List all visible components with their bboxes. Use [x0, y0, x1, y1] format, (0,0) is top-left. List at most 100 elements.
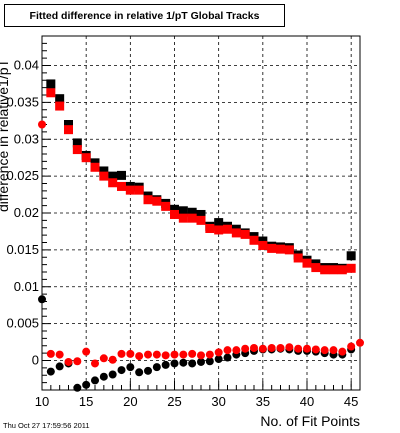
data-point-square-1 — [267, 243, 277, 253]
x-axis-label: No. of Fit Points — [260, 413, 360, 429]
data-point-circle-2 — [108, 370, 117, 379]
data-point-square-1 — [108, 178, 118, 188]
data-point-circle-2 — [46, 367, 55, 376]
data-point-circle-3 — [117, 349, 126, 358]
y-axis-label-container: difference in relative1/pT — [0, 0, 22, 433]
data-point-circle-2 — [99, 372, 108, 381]
data-point-square-1 — [125, 185, 135, 195]
data-point-circle-3 — [311, 345, 320, 354]
x-tick-label: 20 — [123, 394, 137, 409]
data-point-circle-3 — [64, 357, 73, 366]
data-point-square-1 — [249, 235, 259, 245]
x-tick-label: 35 — [256, 394, 270, 409]
data-point-circle-2 — [91, 376, 99, 385]
y-tick-label: 0.035 — [6, 94, 39, 109]
data-point-circle-3 — [294, 344, 303, 353]
data-point-square-1 — [346, 263, 356, 273]
data-point-circle-3 — [73, 357, 82, 366]
data-point-square-0 — [187, 207, 197, 217]
data-point-square-0 — [196, 209, 206, 219]
data-point-square-1 — [178, 213, 188, 223]
data-point-square-1 — [196, 215, 206, 225]
data-point-circle-2 — [205, 357, 214, 366]
data-point-square-1 — [161, 201, 171, 211]
data-point-square-1 — [240, 229, 250, 239]
data-point-circle-3 — [135, 352, 144, 361]
timestamp: Thu Oct 27 17:59:56 2011 — [3, 421, 90, 430]
data-point-square-1 — [231, 228, 241, 238]
data-point-circle-3 — [241, 344, 250, 353]
data-point-circle-3 — [276, 343, 285, 352]
data-point-square-1 — [170, 209, 179, 219]
data-point-circle-2 — [197, 357, 205, 366]
data-point-circle-3 — [267, 343, 276, 352]
data-point-circle-2 — [170, 359, 179, 368]
y-tick-label: 0.02 — [14, 205, 39, 220]
data-point-square-1 — [205, 223, 215, 233]
data-point-circle-2 — [144, 366, 152, 375]
data-point-square-0 — [346, 251, 356, 261]
data-point-square-1 — [55, 101, 65, 111]
data-point-circle-3 — [188, 349, 197, 358]
data-point-circle-3 — [329, 346, 338, 355]
data-point-square-0 — [178, 206, 188, 216]
data-point-circle-2 — [82, 380, 91, 389]
data-point-square-1 — [90, 162, 100, 172]
data-point-square-1 — [117, 181, 126, 191]
data-point-square-1 — [214, 225, 224, 235]
data-point-circle-3 — [250, 343, 258, 352]
data-point-circle-3 — [197, 351, 205, 360]
data-point-circle-3 — [99, 354, 108, 363]
data-point-circle-3 — [347, 342, 356, 351]
data-point-circle-3 — [144, 350, 152, 359]
data-point-square-1 — [81, 153, 91, 163]
data-point-circle-3 — [55, 350, 64, 359]
data-point-circle-2 — [126, 363, 135, 372]
y-axis-label: difference in relative1/pT — [0, 58, 11, 212]
data-point-square-1 — [258, 240, 268, 250]
x-tick-label: 15 — [79, 394, 93, 409]
data-point-circle-2 — [152, 363, 161, 372]
data-point-circle-2 — [38, 295, 46, 304]
data-point-circle-2 — [55, 362, 64, 371]
data-point-circle-3 — [214, 348, 223, 357]
y-tick-label: 0.04 — [14, 58, 39, 73]
data-point-circle-2 — [179, 358, 188, 367]
data-point-circle-2 — [117, 366, 126, 375]
data-point-square-0 — [64, 120, 73, 129]
data-point-square-1 — [46, 88, 56, 98]
data-point-circle-3 — [232, 346, 241, 355]
chart-title: Fitted difference in relative 1/pT Globa… — [4, 4, 285, 27]
data-point-circle-3 — [338, 347, 347, 356]
data-point-circle-2 — [73, 383, 82, 392]
data-point-circle-3 — [108, 355, 117, 364]
data-point-square-0 — [99, 166, 109, 176]
data-point-circle-2 — [161, 360, 170, 369]
data-point-circle-2 — [188, 359, 197, 368]
x-tick-label: 30 — [211, 394, 225, 409]
data-point-square-1 — [152, 196, 162, 206]
data-point-square-1 — [311, 263, 321, 273]
data-point-circle-3 — [205, 350, 214, 359]
data-point-circle-3 — [46, 349, 55, 358]
data-point-circle-2 — [214, 355, 223, 364]
data-point-circle-3 — [126, 349, 135, 358]
data-point-circle-3 — [258, 344, 267, 353]
data-point-square-1 — [143, 195, 153, 205]
data-point-circle-3 — [356, 338, 364, 347]
data-point-circle-3 — [179, 350, 188, 359]
data-point-square-1 — [320, 265, 330, 275]
data-point-square-0 — [72, 138, 82, 148]
data-point-square-1 — [329, 265, 338, 275]
data-point-circle-3 — [170, 350, 179, 359]
y-tick-label: 0 — [32, 353, 39, 368]
data-point-circle-3 — [223, 346, 232, 355]
data-point-square-1 — [302, 258, 312, 268]
data-point-square-0 — [46, 79, 56, 89]
data-point-square-1 — [276, 244, 285, 254]
data-point-square-0 — [55, 94, 65, 104]
data-point-circle-3 — [91, 359, 99, 368]
data-point-square-1 — [99, 171, 109, 181]
data-point-circle-3 — [152, 350, 161, 359]
